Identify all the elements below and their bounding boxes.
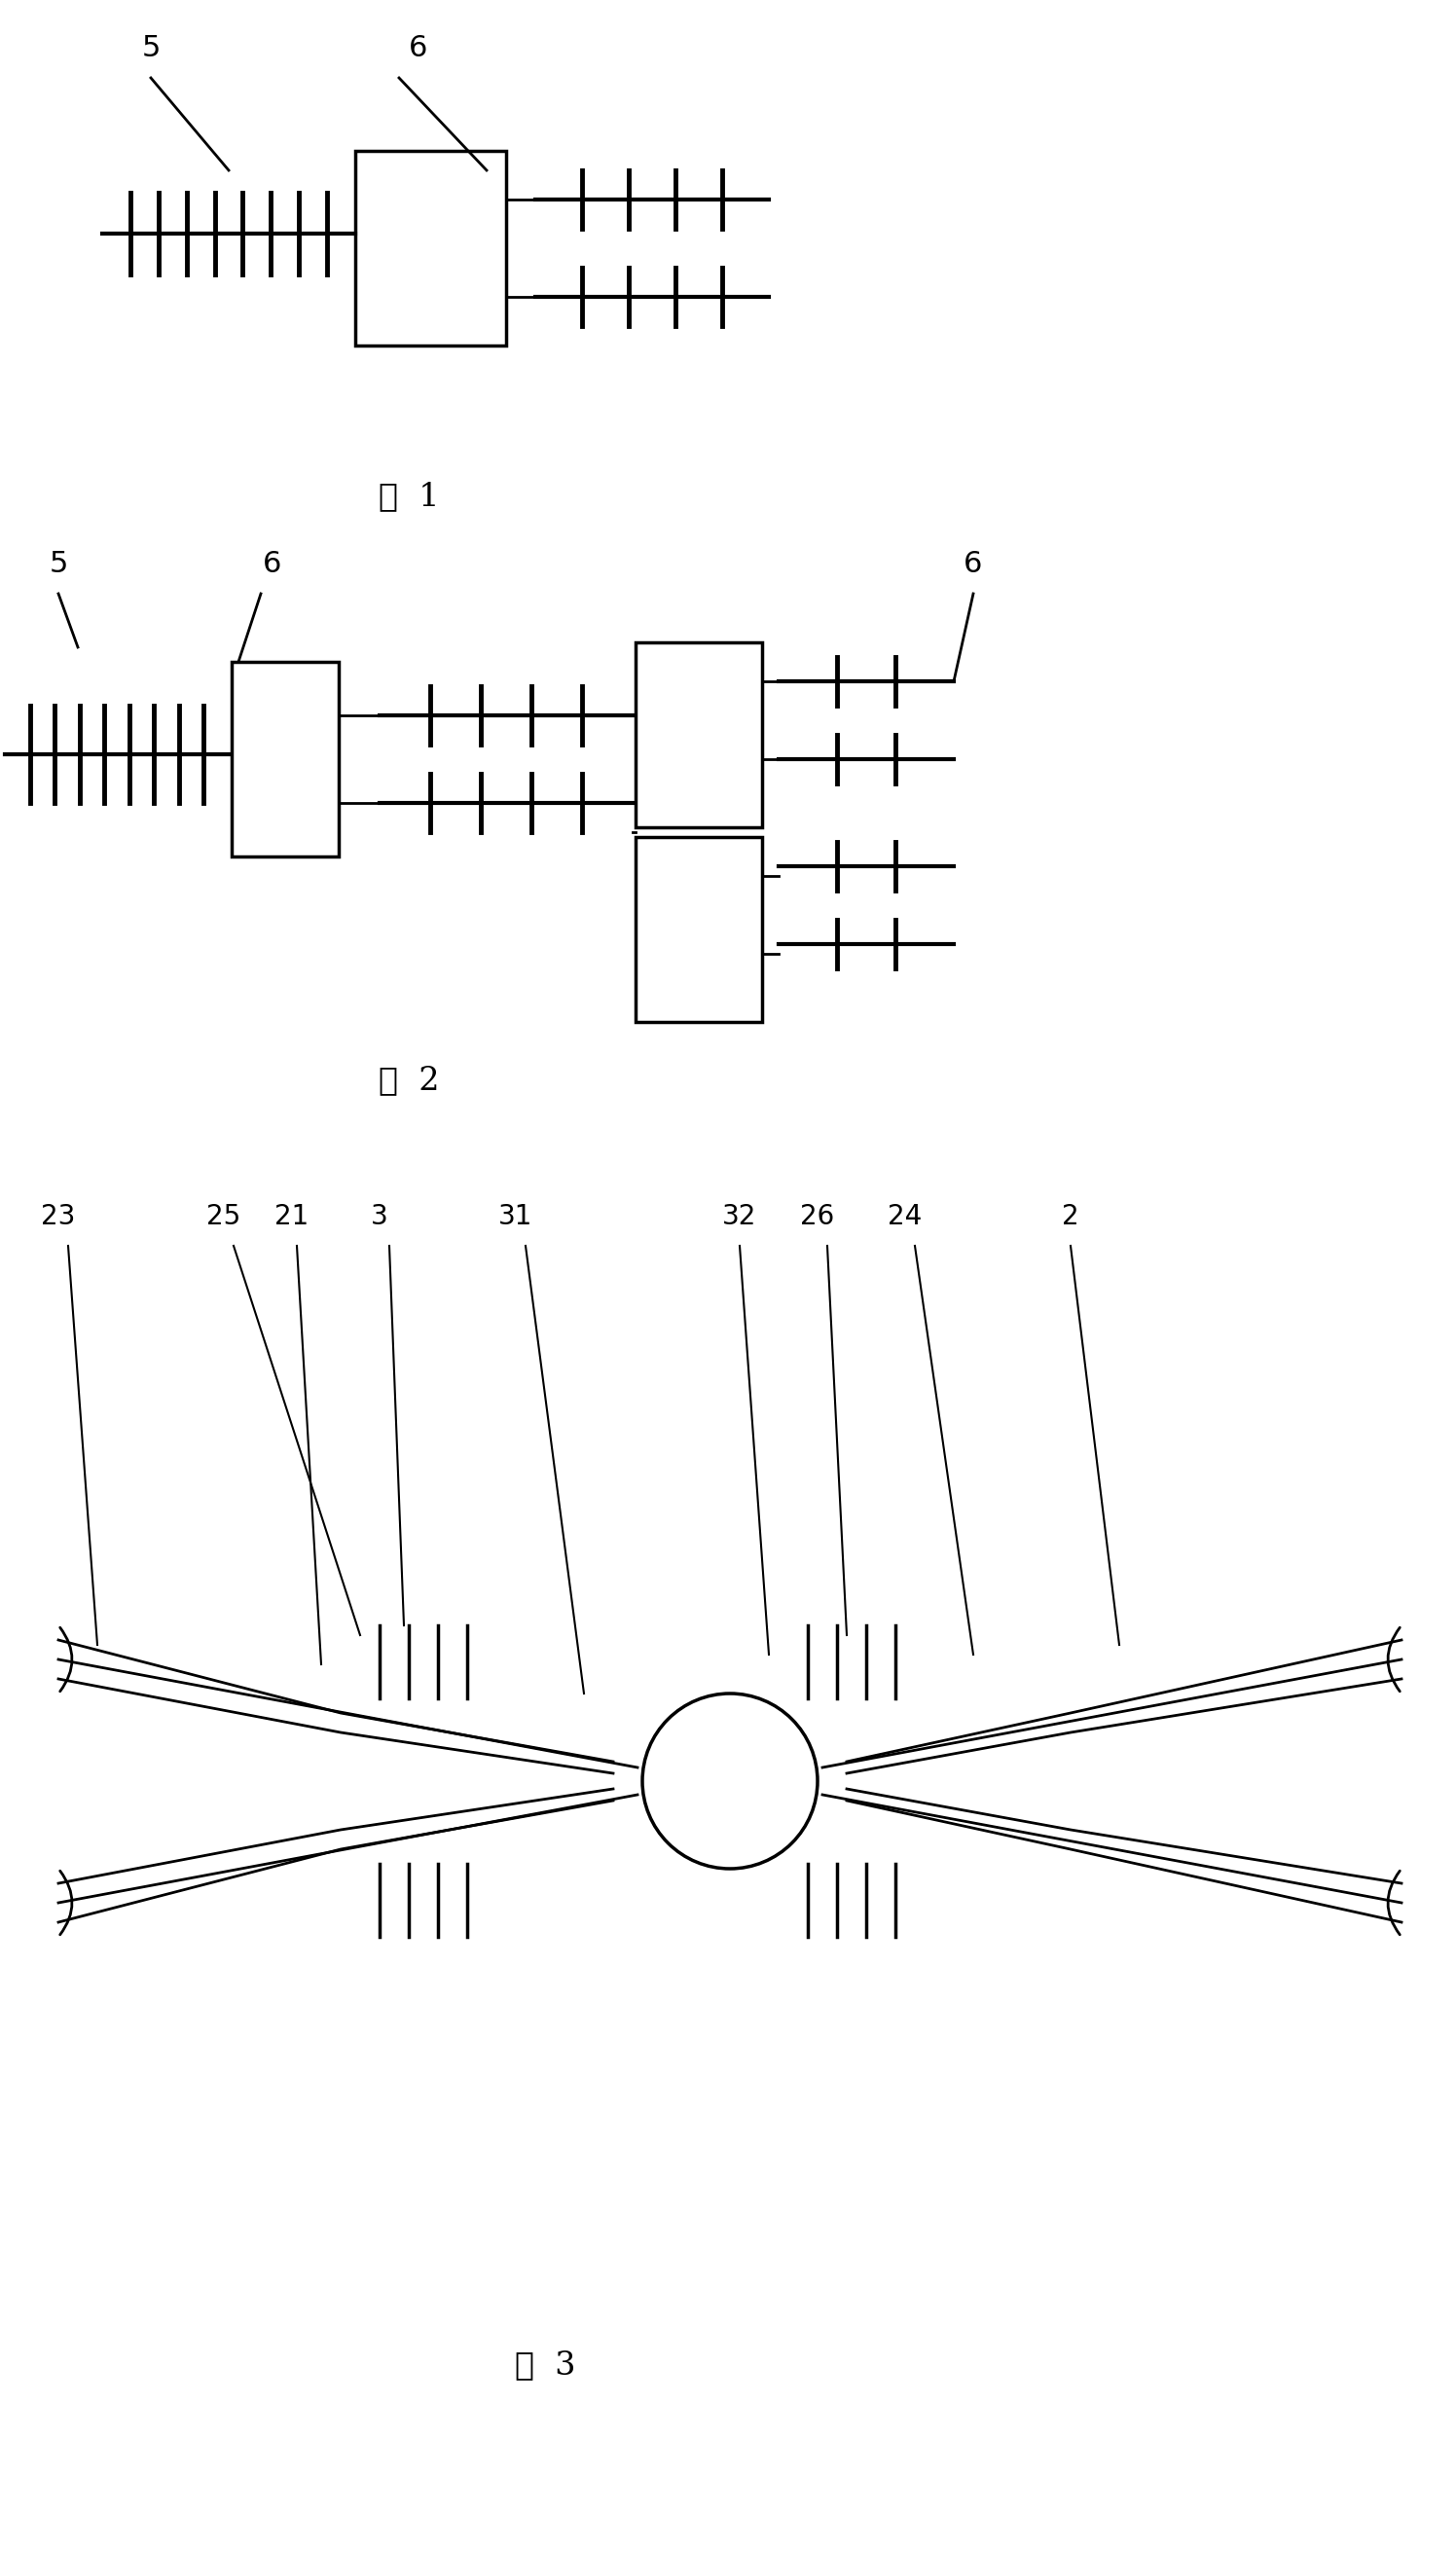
Bar	[232, 663, 339, 857]
Text: 2: 2	[1061, 1204, 1079, 1229]
Text: 图  3: 图 3	[514, 2349, 575, 2382]
Bar	[355, 150, 507, 344]
Text: 5: 5	[141, 36, 160, 64]
Text: 5: 5	[50, 551, 68, 579]
Text: 25: 25	[207, 1204, 242, 1229]
Bar	[635, 836, 761, 1023]
Text: 31: 31	[498, 1204, 533, 1229]
Text: 6: 6	[264, 551, 282, 579]
Text: 26: 26	[801, 1204, 834, 1229]
Text: 图  2: 图 2	[379, 1066, 440, 1096]
Text: 32: 32	[722, 1204, 757, 1229]
Text: 21: 21	[275, 1204, 309, 1229]
Text: 3: 3	[371, 1204, 389, 1229]
Bar	[635, 643, 761, 826]
Text: 23: 23	[41, 1204, 76, 1229]
Text: 6: 6	[964, 551, 983, 579]
Text: 6: 6	[409, 36, 428, 64]
Text: 图  1: 图 1	[379, 482, 440, 513]
Text: 24: 24	[888, 1204, 922, 1229]
